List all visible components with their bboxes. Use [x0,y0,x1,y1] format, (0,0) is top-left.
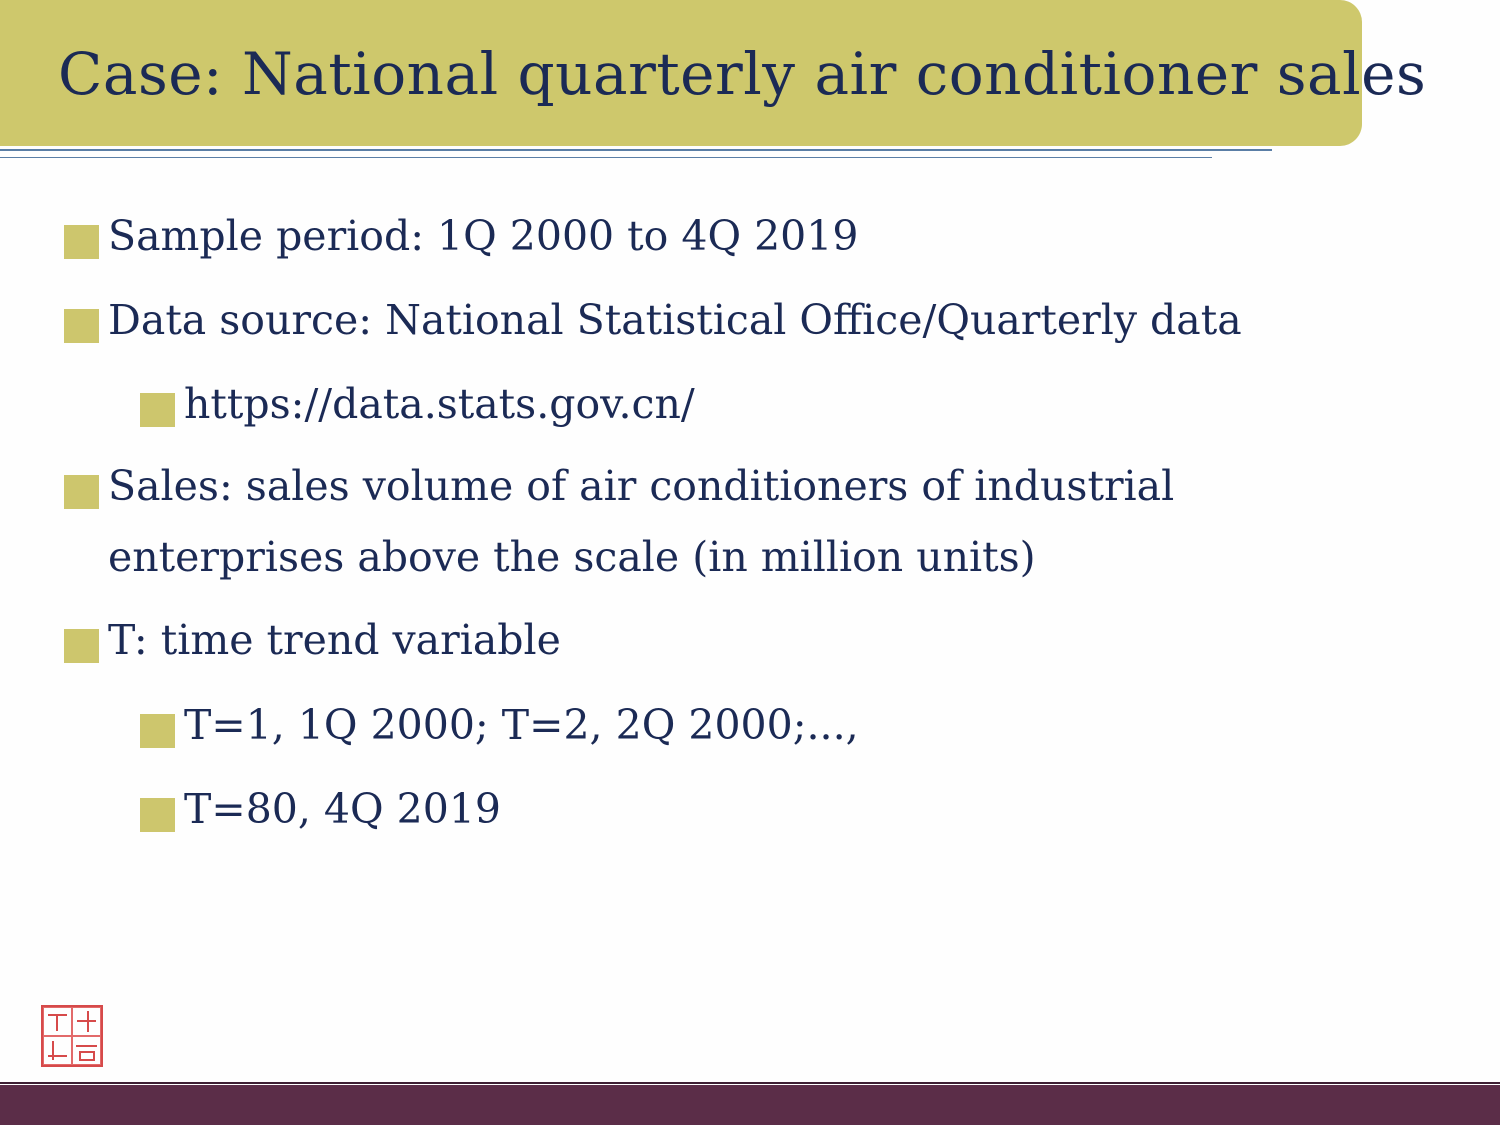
bullet-square-icon [140,393,175,427]
footer-bar [0,1085,1500,1125]
title-divider-line [0,149,1272,151]
bullet-text: T: time trend variable [108,616,561,664]
bullet-text: T=80, 4Q 2019 [184,785,502,833]
title-divider-line-thin [0,157,1212,158]
bullet-square-icon [64,629,99,663]
red-seal-stamp-icon [41,1005,103,1067]
seal-glyph [43,1036,72,1065]
bullet-link-text[interactable]: https://data.stats.gov.cn/ [184,380,695,428]
bullet-text: T=1, 1Q 2000; T=2, 2Q 2000;..., [184,701,859,749]
seal-glyph [72,1036,101,1065]
footer-divider [0,1082,1500,1084]
bullet-square-icon [64,309,99,343]
seal-glyph [72,1007,101,1036]
bullet-square-icon [64,475,99,509]
bullet-text: Data source: National Statistical Office… [108,296,1242,344]
bullet-sales-continuation: enterprises above the scale (in million … [108,533,1036,581]
bullet-square-icon [64,225,99,259]
bullet-text: Sales: sales volume of air conditioners … [108,462,1175,510]
title-bar: Case: National quarterly air conditioner… [0,0,1426,146]
bullet-square-icon [140,714,175,748]
seal-glyph [43,1007,72,1036]
slide-title: Case: National quarterly air conditioner… [58,40,1427,108]
bullet-square-icon [140,798,175,832]
bullet-text: Sample period: 1Q 2000 to 4Q 2019 [108,212,859,260]
